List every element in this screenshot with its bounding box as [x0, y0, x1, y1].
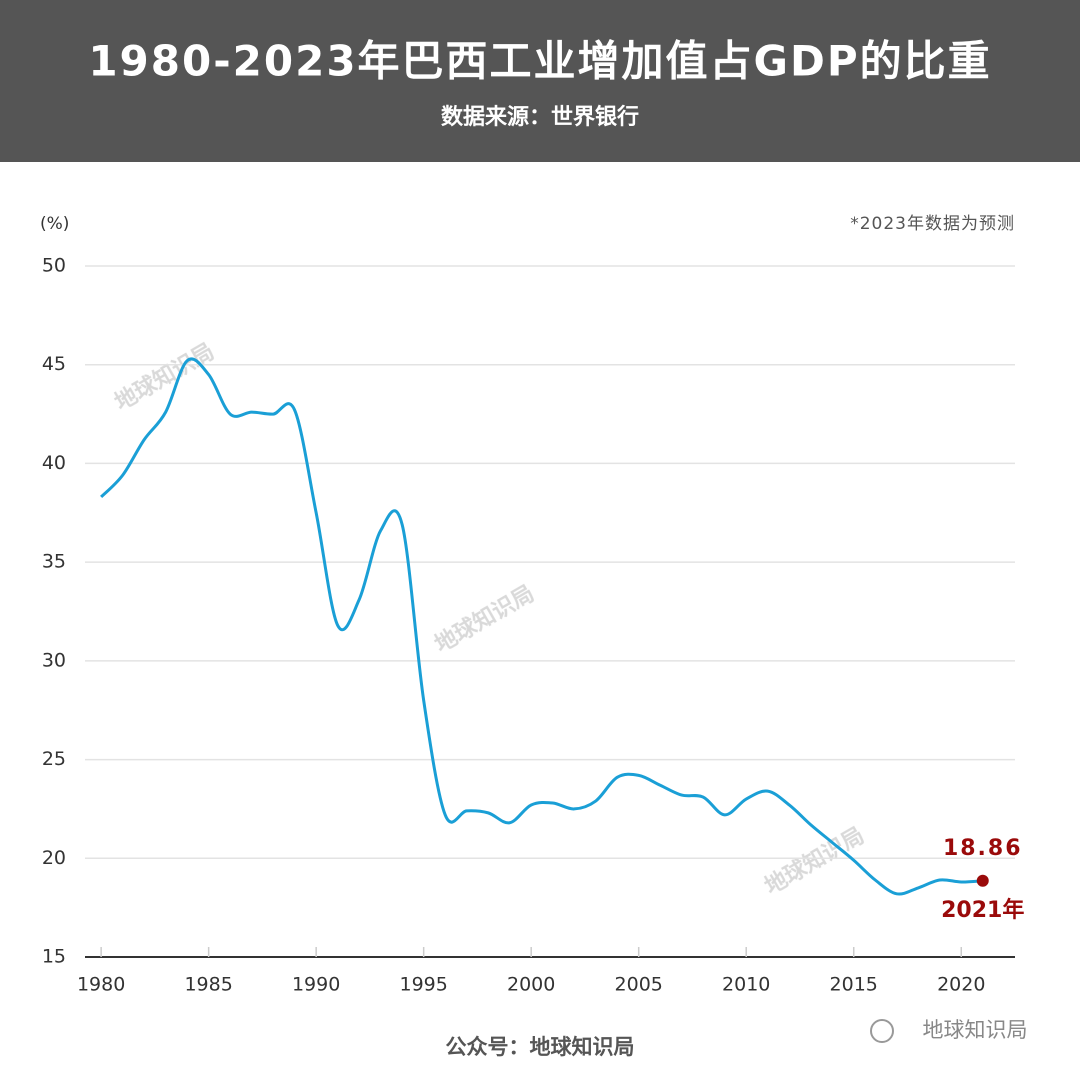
line [100, 357, 983, 896]
y-tick-label: 25 [42, 748, 66, 770]
x-tick-label: 1995 [399, 974, 447, 996]
note: *2023年数据为预测 [850, 214, 1015, 234]
x-tick-label: 1990 [292, 974, 340, 996]
chart-title: 1980-2023年巴西工业增加值占GDP的比重 [88, 37, 991, 86]
annotation-value: 18.86 [943, 836, 1023, 861]
x-tick-label: 2010 [722, 974, 770, 996]
y-unit: (%) [40, 214, 69, 234]
chart-subtitle: 数据来源：世界银行 [441, 104, 639, 130]
annotation-label: 2021年 [941, 897, 1024, 923]
y-tick-label: 20 [42, 847, 66, 869]
y-tick-label: 45 [42, 353, 66, 375]
y-tick-label: 15 [42, 946, 66, 968]
y-tick-label: 40 [42, 452, 66, 474]
y-tick-label: 35 [42, 551, 66, 573]
x-tick-label: 2005 [615, 974, 663, 996]
annotation-dot [976, 874, 989, 887]
x-tick-label: 2000 [507, 974, 555, 996]
wechat-name: 地球知识局 [923, 1018, 1028, 1042]
watermark: 地球知识局 [110, 338, 218, 416]
y-tick-label: 50 [42, 255, 66, 277]
x-tick-label: 1980 [77, 974, 125, 996]
watermark: 地球知识局 [430, 580, 538, 658]
footer: 公众号：地球知识局 [446, 1035, 635, 1059]
x-tick-label: 2015 [830, 974, 878, 996]
x-tick-label: 2020 [937, 974, 985, 996]
wechat-icon [870, 1019, 894, 1043]
watermark: 地球知识局 [760, 822, 868, 900]
y-tick-label: 30 [42, 649, 66, 671]
x-tick-label: 1985 [184, 974, 232, 996]
header-band [0, 0, 1080, 162]
